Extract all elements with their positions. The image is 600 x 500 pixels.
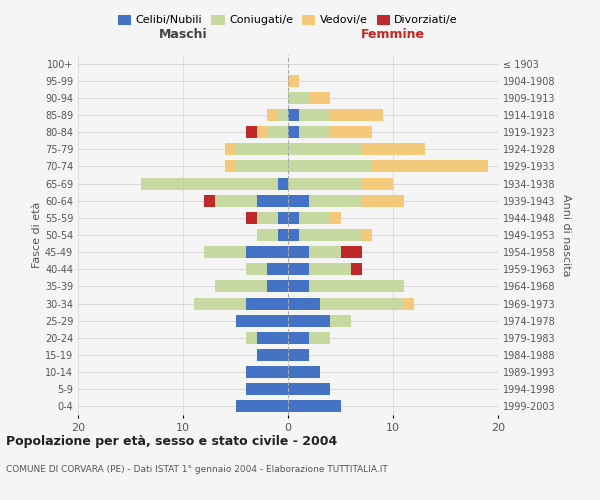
Bar: [246, 366, 288, 378]
Bar: [351, 264, 361, 276]
Bar: [330, 212, 341, 224]
Bar: [141, 178, 277, 190]
Bar: [277, 109, 288, 121]
Bar: [299, 212, 330, 224]
Bar: [235, 400, 288, 412]
Bar: [225, 160, 235, 172]
Bar: [267, 109, 277, 121]
Bar: [299, 126, 330, 138]
Bar: [288, 229, 299, 241]
Bar: [309, 92, 330, 104]
Bar: [288, 74, 299, 86]
Bar: [361, 194, 404, 206]
Bar: [288, 314, 330, 326]
Bar: [361, 144, 425, 156]
Bar: [320, 298, 404, 310]
Text: COMUNE DI CORVARA (PE) - Dati ISTAT 1° gennaio 2004 - Elaborazione TUTTITALIA.IT: COMUNE DI CORVARA (PE) - Dati ISTAT 1° g…: [6, 465, 388, 474]
Bar: [288, 109, 299, 121]
Bar: [309, 280, 404, 292]
Bar: [361, 178, 393, 190]
Bar: [288, 400, 341, 412]
Bar: [215, 194, 257, 206]
Bar: [309, 194, 361, 206]
Bar: [288, 92, 309, 104]
Bar: [288, 194, 309, 206]
Bar: [288, 366, 320, 378]
Bar: [277, 229, 288, 241]
Bar: [288, 349, 309, 361]
Bar: [309, 332, 330, 344]
Bar: [277, 178, 288, 190]
Bar: [257, 349, 288, 361]
Bar: [267, 126, 288, 138]
Bar: [215, 280, 267, 292]
Bar: [288, 144, 361, 156]
Bar: [288, 298, 320, 310]
Bar: [235, 160, 288, 172]
Bar: [299, 229, 361, 241]
Bar: [309, 264, 351, 276]
Bar: [341, 246, 361, 258]
Bar: [330, 314, 351, 326]
Bar: [246, 246, 288, 258]
Bar: [299, 109, 330, 121]
Text: Femmine: Femmine: [361, 28, 425, 42]
Bar: [193, 298, 246, 310]
Bar: [246, 384, 288, 396]
Bar: [288, 280, 309, 292]
Bar: [225, 144, 235, 156]
Bar: [372, 160, 487, 172]
Bar: [288, 384, 330, 396]
Bar: [309, 246, 341, 258]
Bar: [267, 280, 288, 292]
Bar: [204, 246, 246, 258]
Text: Maschi: Maschi: [158, 28, 208, 42]
Bar: [235, 144, 288, 156]
Bar: [246, 332, 257, 344]
Bar: [257, 212, 277, 224]
Text: Popolazione per età, sesso e stato civile - 2004: Popolazione per età, sesso e stato civil…: [6, 435, 337, 448]
Y-axis label: Fasce di età: Fasce di età: [32, 202, 42, 268]
Bar: [361, 229, 372, 241]
Bar: [246, 298, 288, 310]
Bar: [288, 160, 372, 172]
Bar: [288, 178, 361, 190]
Bar: [246, 212, 257, 224]
Legend: Celibi/Nubili, Coniugati/e, Vedovi/e, Divorziati/e: Celibi/Nubili, Coniugati/e, Vedovi/e, Di…: [113, 10, 463, 30]
Bar: [330, 109, 383, 121]
Bar: [257, 194, 288, 206]
Bar: [246, 264, 267, 276]
Bar: [204, 194, 215, 206]
Bar: [267, 264, 288, 276]
Bar: [246, 126, 257, 138]
Bar: [257, 229, 277, 241]
Bar: [288, 246, 309, 258]
Bar: [288, 332, 309, 344]
Bar: [257, 126, 267, 138]
Y-axis label: Anni di nascita: Anni di nascita: [561, 194, 571, 276]
Bar: [288, 126, 299, 138]
Bar: [404, 298, 414, 310]
Bar: [288, 264, 309, 276]
Bar: [257, 332, 288, 344]
Bar: [330, 126, 372, 138]
Bar: [288, 212, 299, 224]
Bar: [235, 314, 288, 326]
Bar: [277, 212, 288, 224]
